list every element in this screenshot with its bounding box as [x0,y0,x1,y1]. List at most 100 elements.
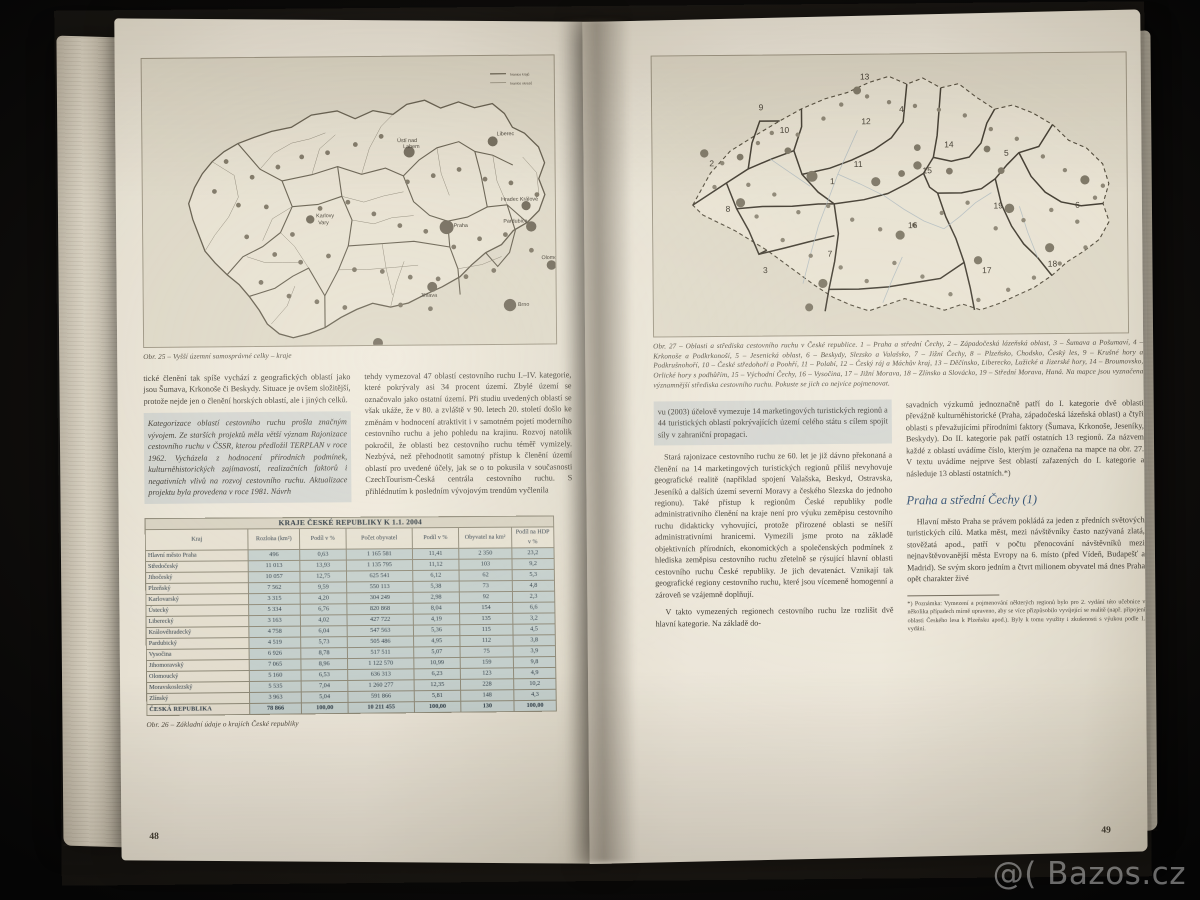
cell-podil-rozloha: 5,04 [301,691,349,703]
region-number: 13 [860,71,870,81]
right-column-2: savadních výzkumů jednoznačně patří do I… [906,397,1146,634]
cell-obyvatel: 1 135 795 [346,559,413,571]
svg-text:Praha: Praha [454,223,468,229]
cell-obyvatel: 427 722 [347,613,414,626]
cell-hustota: 2 350 [458,547,512,559]
cell-hdp: 23,2 [511,547,555,559]
cell-obyvatel: 1 122 570 [347,657,414,670]
region-number: 9 [759,102,764,112]
th-podil-obyvatel: Podíl v % [411,527,459,549]
cell-rozloha: 3 963 [249,691,302,704]
cell-obyvatel: 625 541 [346,570,413,582]
cell-obyvatel: 820 868 [346,602,414,615]
cell-hustota: 135 [459,612,513,625]
cell-hdp: 10,2 [513,677,557,690]
legend-item-0: hranice krajů [510,72,529,76]
left-page-columns: tické členění tak spíše vychází z geogra… [143,369,572,510]
cell-podil-rozloha: 9,59 [299,581,347,593]
cell-kraj: Pardubický [146,637,250,650]
cell-rozloha: 4 758 [249,625,301,638]
left-page-content: Liberec Ústí nad Labem Karlovy Vary Prah… [140,54,575,730]
cell-rozloha: 496 [248,549,300,561]
cell-hustota: 73 [459,580,513,592]
cell-rozloha: 5 334 [248,603,301,616]
cell-podil-obyvatel: 2,98 [412,591,460,603]
table-header-row: Kraj Rozloha (km²) Podíl v % Počet obyva… [145,526,554,551]
cell-hustota: 103 [458,558,512,570]
right-page-columns: vu (2003) účelově vymezuje 14 marketingo… [653,397,1146,636]
cell-kraj: Středočeský [145,560,249,573]
th-kraj: Kraj [145,528,249,551]
right-page-content: 1 2 3 4 5 6 7 8 9 10 11 12 13 14 15 16 17 18 19 Obr. 27 – … [650,51,1146,636]
svg-text:Karlovy: Karlovy [316,213,334,219]
right-col1-para3: V takto vymezených regionech cestovního … [655,605,894,629]
cell-kraj: Hlavní město Praha [145,549,249,562]
region-number: 11 [854,159,863,169]
cell-hustota: 115 [459,623,513,636]
cell-podil-obyvatel: 5,81 [413,689,461,702]
cell-podil-obyvatel: 5,07 [413,646,461,658]
section-heading-praha: Praha a střední Čechy (1) [906,492,1038,508]
region-number: 7 [828,249,833,259]
cell-podil-rozloha: 12,75 [299,570,347,582]
cell-kraj: Karlovarský [145,593,249,606]
region-number: 4 [899,104,904,114]
footnote-divider [907,594,1000,597]
cell-hdp: 4,9 [513,666,556,679]
cell-rozloha: 11 013 [248,559,300,572]
cell-podil-obyvatel: 12,35 [413,678,461,691]
cell-kraj: Olomoucký [146,670,250,683]
cell-hdp: 6,6 [512,601,555,613]
region-number: 6 [1075,200,1080,210]
legend-item-1: hranice okresů [510,81,532,85]
map-legend: hranice krajů hranice okresů [490,72,532,86]
left-column-1: tické členění tak spíše vychází z geogra… [143,371,352,510]
right-column-1: vu (2003) účelově vymezuje 14 marketingo… [653,399,894,636]
cell-hdp: 100,00 [513,699,557,712]
figure-obr27-map: 1 2 3 4 5 6 7 8 9 10 11 12 13 14 15 16 17 18 19 [650,51,1130,338]
cell-hustota: 75 [460,645,514,658]
right-col1-shaded-para: vu (2003) účelově vymezuje 14 marketingo… [653,399,893,446]
cell-podil-obyvatel: 10,99 [413,657,461,669]
cell-podil-rozloha: 8,96 [300,658,348,670]
cell-rozloha: 4 519 [249,636,301,649]
svg-text:Brno: Brno [518,302,529,308]
cell-kraj: Zlínský [146,692,250,705]
cell-obyvatel: 547 563 [347,624,414,637]
cell-podil-obyvatel: 4,95 [413,635,461,647]
cell-hustota: 130 [460,700,514,712]
cell-kraj: Královéhradecký [146,626,250,639]
cell-kraj: Liberecký [145,615,250,628]
cell-hdp: 4,8 [512,579,555,592]
cell-rozloha: 7 065 [249,658,301,671]
cell-hdp: 3,2 [512,612,556,624]
cell-podil-rozloha: 8,78 [300,647,348,659]
cell-rozloha: 6 926 [249,647,301,660]
region-number: 17 [982,265,992,275]
svg-text:Labem: Labem [403,144,420,150]
cell-hdp: 5,3 [511,568,555,581]
cell-obyvatel: 636 313 [347,668,414,681]
cell-podil-rozloha: 6,53 [300,669,348,681]
cell-rozloha: 5 160 [249,669,301,682]
region-number: 18 [1048,259,1058,269]
svg-text:Jihlava: Jihlava [420,293,437,299]
cell-hdp: 9,8 [513,656,556,668]
svg-text:Vary: Vary [318,220,329,226]
cell-podil-rozloha: 100,00 [301,701,349,714]
map-city-labels: Liberec Ústí nad Labem Karlovy Vary Prah… [316,131,556,347]
svg-text:Liberec: Liberec [497,131,515,137]
region-number: 1 [830,176,835,186]
open-book: Liberec Ústí nad Labem Karlovy Vary Prah… [54,1,1158,886]
czech-regions-map-svg: Liberec Ústí nad Labem Karlovy Vary Prah… [141,55,557,348]
cell-obyvatel: 505 486 [347,635,414,648]
region-number: 15 [922,165,932,175]
cell-hustota: 123 [460,667,514,679]
cell-podil-rozloha: 4,20 [299,592,347,604]
page-number-right: 49 [1101,825,1111,836]
cell-hdp: 4,3 [513,688,557,701]
region-number: 14 [944,139,954,149]
cell-podil-rozloha: 6,04 [300,625,348,637]
